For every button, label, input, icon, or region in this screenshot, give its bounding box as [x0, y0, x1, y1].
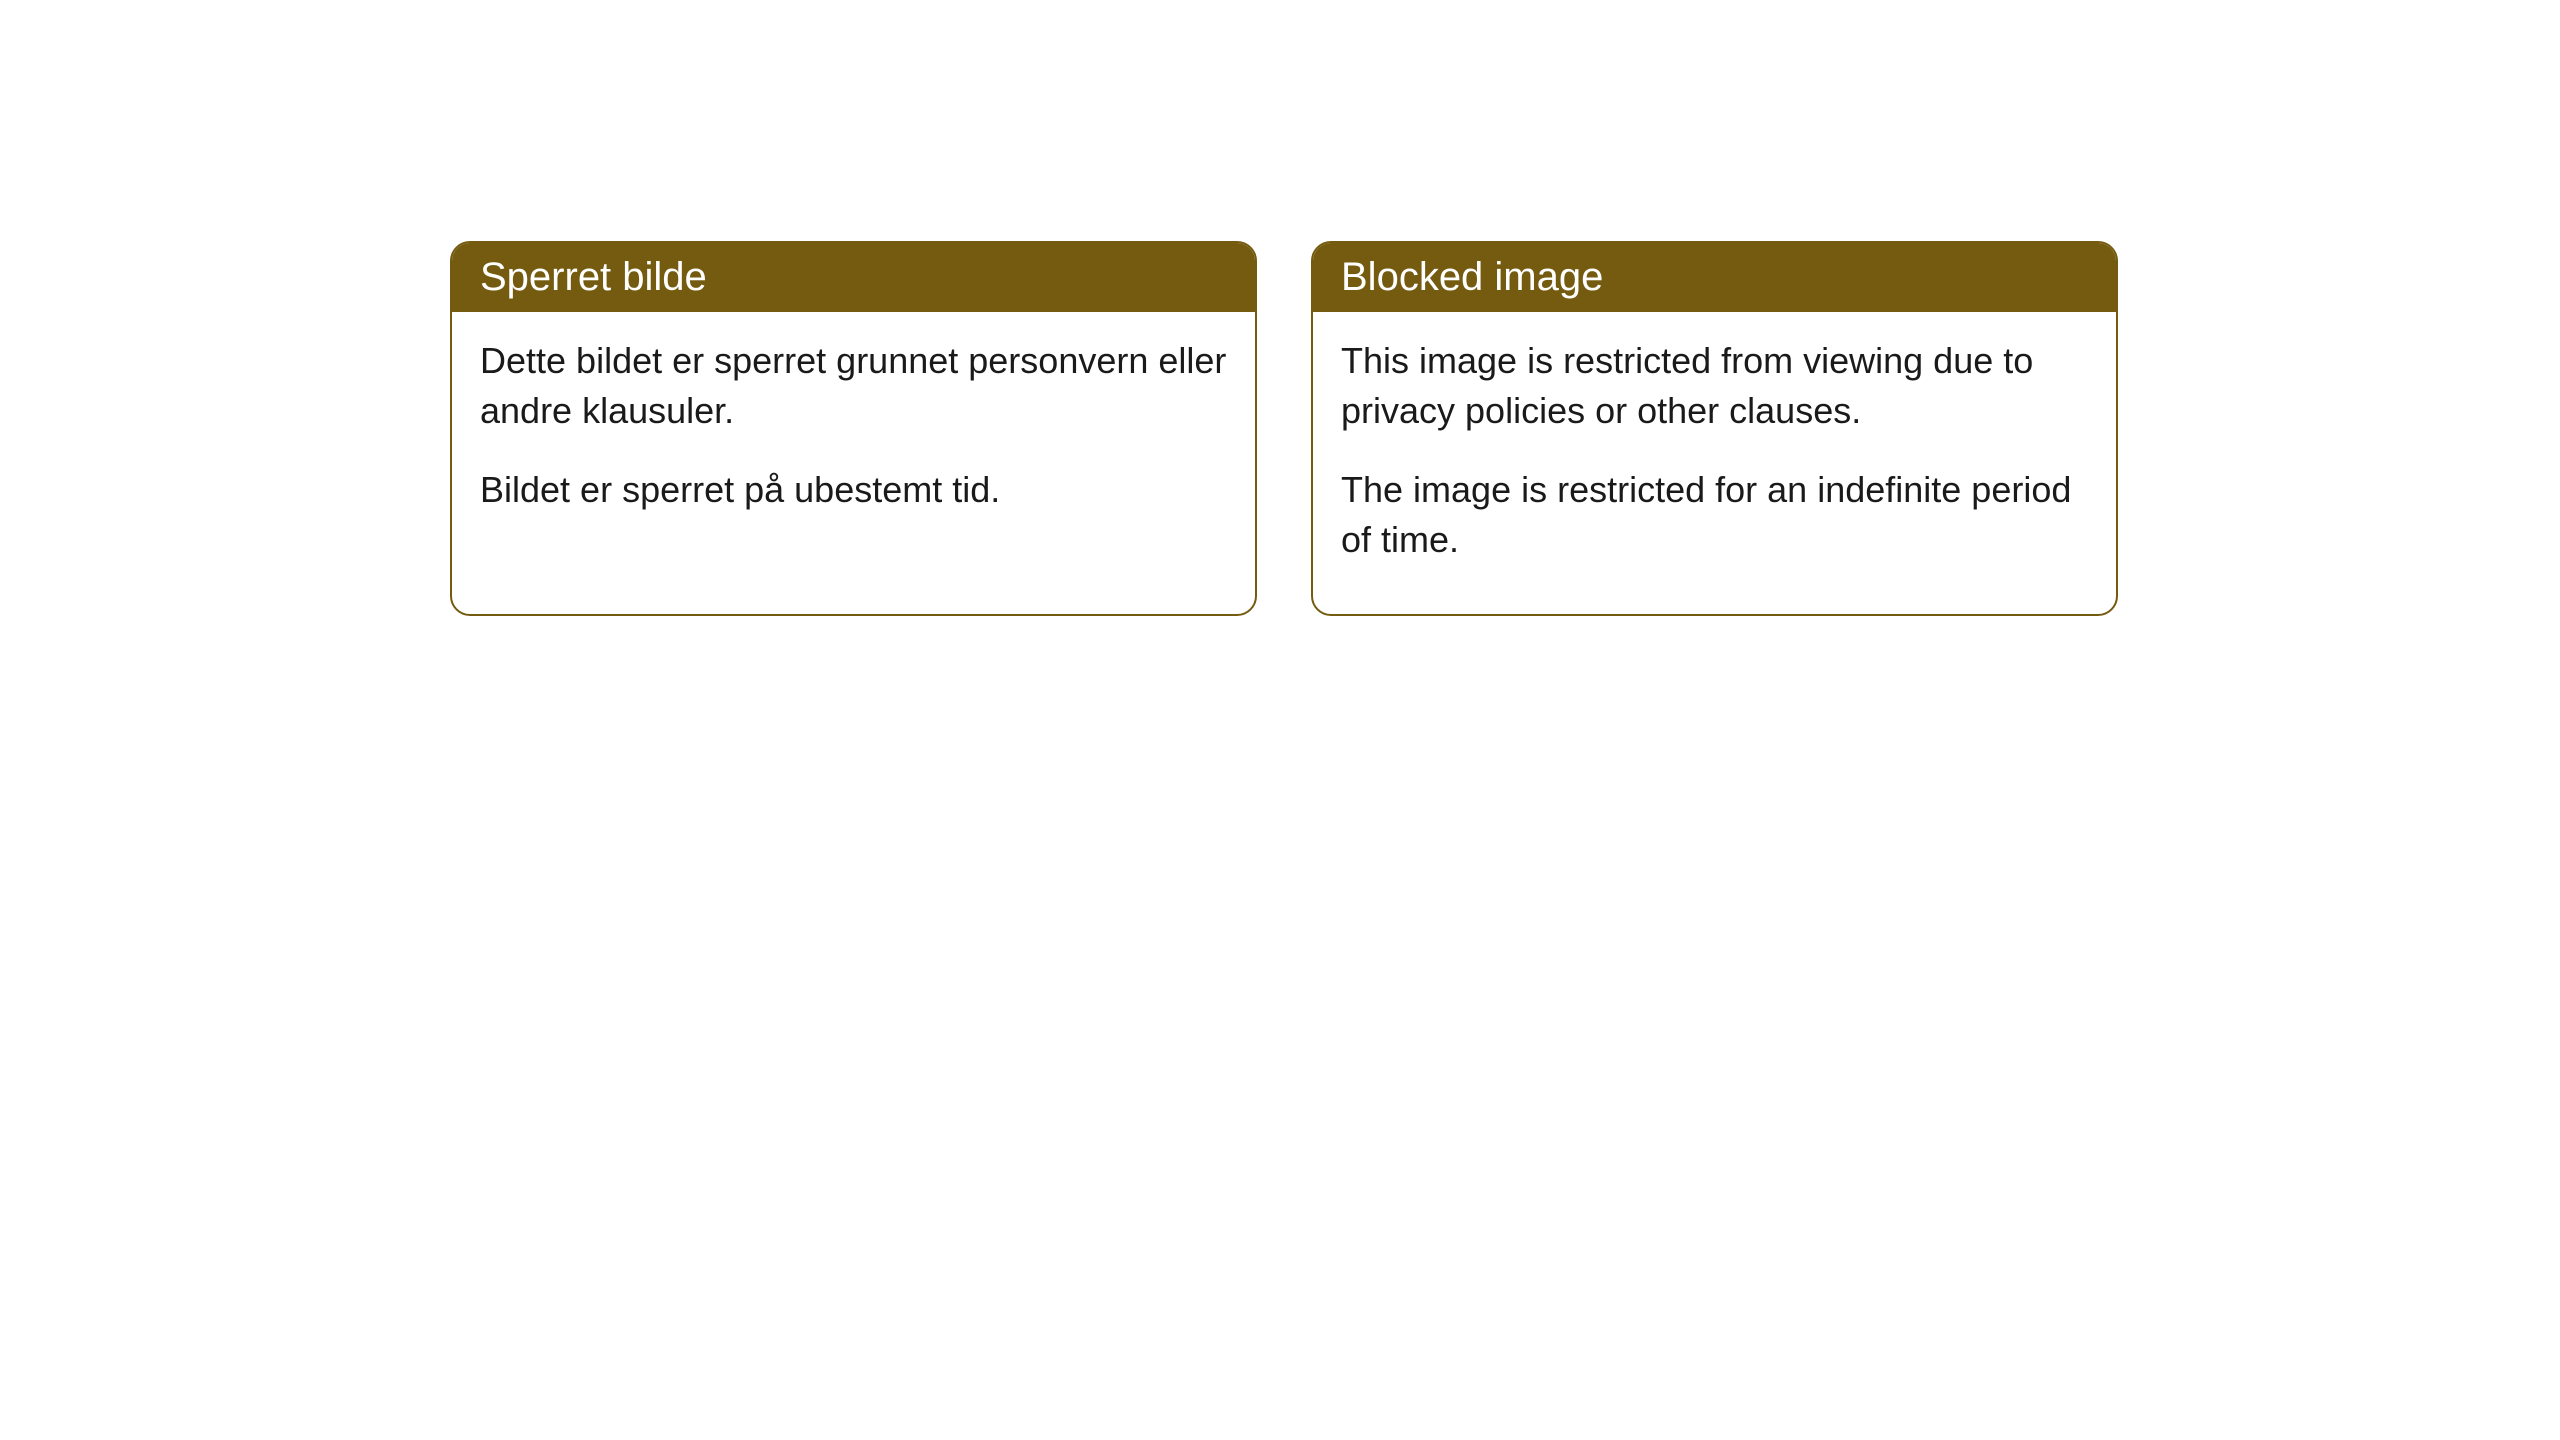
card-body-english: This image is restricted from viewing du…	[1313, 312, 2116, 614]
blocked-image-card-english: Blocked image This image is restricted f…	[1311, 241, 2118, 616]
card-body-norwegian: Dette bildet er sperret grunnet personve…	[452, 312, 1255, 563]
card-title-norwegian: Sperret bilde	[480, 255, 707, 299]
blocked-image-card-norwegian: Sperret bilde Dette bildet er sperret gr…	[450, 241, 1257, 616]
card-paragraph-norwegian-1: Dette bildet er sperret grunnet personve…	[480, 336, 1227, 437]
card-header-norwegian: Sperret bilde	[452, 243, 1255, 312]
card-paragraph-english-2: The image is restricted for an indefinit…	[1341, 465, 2088, 566]
cards-container: Sperret bilde Dette bildet er sperret gr…	[450, 241, 2118, 616]
card-paragraph-norwegian-2: Bildet er sperret på ubestemt tid.	[480, 465, 1227, 515]
card-header-english: Blocked image	[1313, 243, 2116, 312]
card-paragraph-english-1: This image is restricted from viewing du…	[1341, 336, 2088, 437]
card-title-english: Blocked image	[1341, 255, 1603, 299]
